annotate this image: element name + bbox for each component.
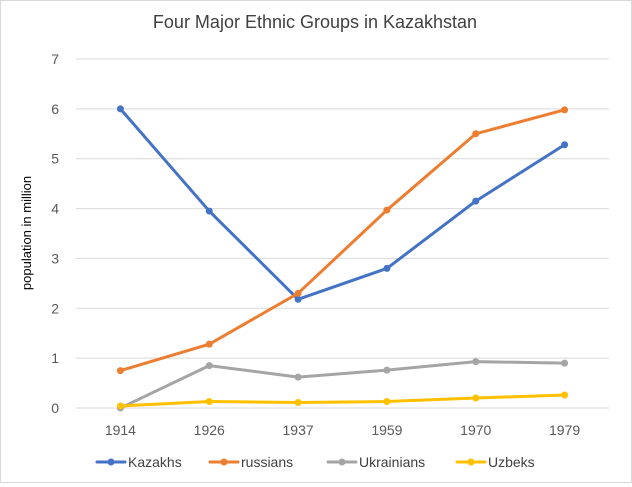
x-tick-label: 1914	[105, 422, 136, 438]
series-russians	[116, 106, 569, 375]
series-lines	[116, 105, 569, 412]
y-tick-label: 4	[51, 201, 59, 217]
data-point	[472, 130, 480, 138]
legend-item: Uzbeks	[455, 454, 535, 470]
legend-marker	[338, 458, 346, 466]
data-point	[205, 362, 213, 370]
y-tick-label: 7	[51, 51, 59, 67]
legend-marker	[220, 458, 228, 466]
y-tick-label: 2	[51, 300, 59, 316]
data-point	[205, 207, 213, 215]
legend: Kazakhs russians Ukrainians Uzbeks	[95, 454, 535, 470]
y-axis-label: population in million	[19, 176, 34, 290]
y-tick-label: 1	[51, 350, 59, 366]
legend-label: Uzbeks	[488, 454, 535, 470]
x-tick-label: 1959	[371, 422, 402, 438]
data-point	[294, 295, 302, 303]
data-point	[561, 141, 569, 149]
x-tick-label: 1926	[194, 422, 225, 438]
data-point	[383, 366, 391, 374]
data-point	[472, 358, 480, 366]
y-tick-label: 6	[51, 101, 59, 117]
data-point	[561, 359, 569, 367]
legend-item: Kazakhs	[95, 454, 182, 470]
x-tick-label: 1970	[460, 422, 491, 438]
gridlines	[76, 58, 609, 409]
data-point	[472, 394, 480, 402]
data-point	[116, 367, 124, 375]
chart-title: Four Major Ethnic Groups in Kazakhstan	[153, 12, 477, 32]
data-point	[294, 373, 302, 381]
x-axis-ticks: 1914 1926 1937 1959 1970 1979	[105, 422, 581, 438]
series-uzbeks	[116, 391, 569, 410]
legend-item: Ukrainians	[326, 454, 425, 470]
legend-label: Kazakhs	[128, 454, 182, 470]
data-point	[294, 289, 302, 297]
series-line	[118, 108, 567, 373]
data-point	[383, 398, 391, 406]
series-line	[118, 107, 567, 301]
data-point	[383, 264, 391, 272]
series-line	[118, 360, 567, 410]
y-tick-label: 5	[51, 151, 59, 167]
data-point	[294, 399, 302, 407]
series-line	[118, 393, 567, 408]
legend-label: russians	[241, 454, 293, 470]
y-tick-label: 0	[51, 400, 59, 416]
series-kazakhs	[116, 105, 569, 303]
data-point	[561, 391, 569, 399]
y-axis-ticks: 0 1 2 3 4 5 6 7	[51, 51, 59, 416]
data-point	[116, 105, 124, 113]
data-point	[561, 106, 569, 114]
legend-label: Ukrainians	[359, 454, 425, 470]
y-tick-label: 3	[51, 250, 59, 266]
data-point	[116, 402, 124, 410]
legend-marker	[467, 458, 475, 466]
x-tick-label: 1979	[549, 422, 580, 438]
x-tick-label: 1937	[283, 422, 314, 438]
data-point	[383, 206, 391, 214]
data-point	[205, 398, 213, 406]
legend-marker	[107, 458, 115, 466]
data-point	[205, 340, 213, 348]
series-ukrainians	[116, 358, 569, 412]
legend-item: russians	[208, 454, 293, 470]
data-point	[472, 197, 480, 205]
